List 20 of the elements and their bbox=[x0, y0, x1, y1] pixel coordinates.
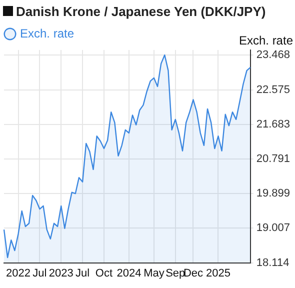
x-tick-label: 2023 bbox=[48, 267, 74, 280]
x-tick-label: Oct bbox=[95, 267, 113, 280]
y-axis-title: Exch. rate bbox=[238, 33, 294, 48]
y-tick-label: 21.683 bbox=[256, 118, 290, 130]
x-tick-label: Jul bbox=[32, 267, 47, 280]
legend-label: Exch. rate bbox=[20, 26, 74, 40]
x-tick-label: 2024 bbox=[116, 267, 142, 280]
y-tick-label: 19.899 bbox=[256, 188, 290, 200]
x-tick-label: Dec bbox=[183, 267, 204, 280]
x-tick-label: Sep bbox=[166, 267, 186, 280]
x-tick-label: May bbox=[144, 267, 165, 280]
x-tick-label: Jul bbox=[76, 267, 90, 280]
y-tick-label: 19.007 bbox=[256, 222, 290, 234]
y-tick-label: 23.468 bbox=[256, 49, 290, 62]
x-tick-label: 2025 bbox=[206, 267, 230, 280]
y-tick-label: 18.114 bbox=[256, 256, 290, 269]
x-tick-label: 2022 bbox=[6, 267, 31, 280]
chart-title: Danish Krone / Japanese Yen (DKK/JPY) bbox=[16, 4, 266, 18]
y-tick-label: 20.791 bbox=[256, 152, 290, 165]
y-tick-label: 22.575 bbox=[256, 84, 290, 96]
